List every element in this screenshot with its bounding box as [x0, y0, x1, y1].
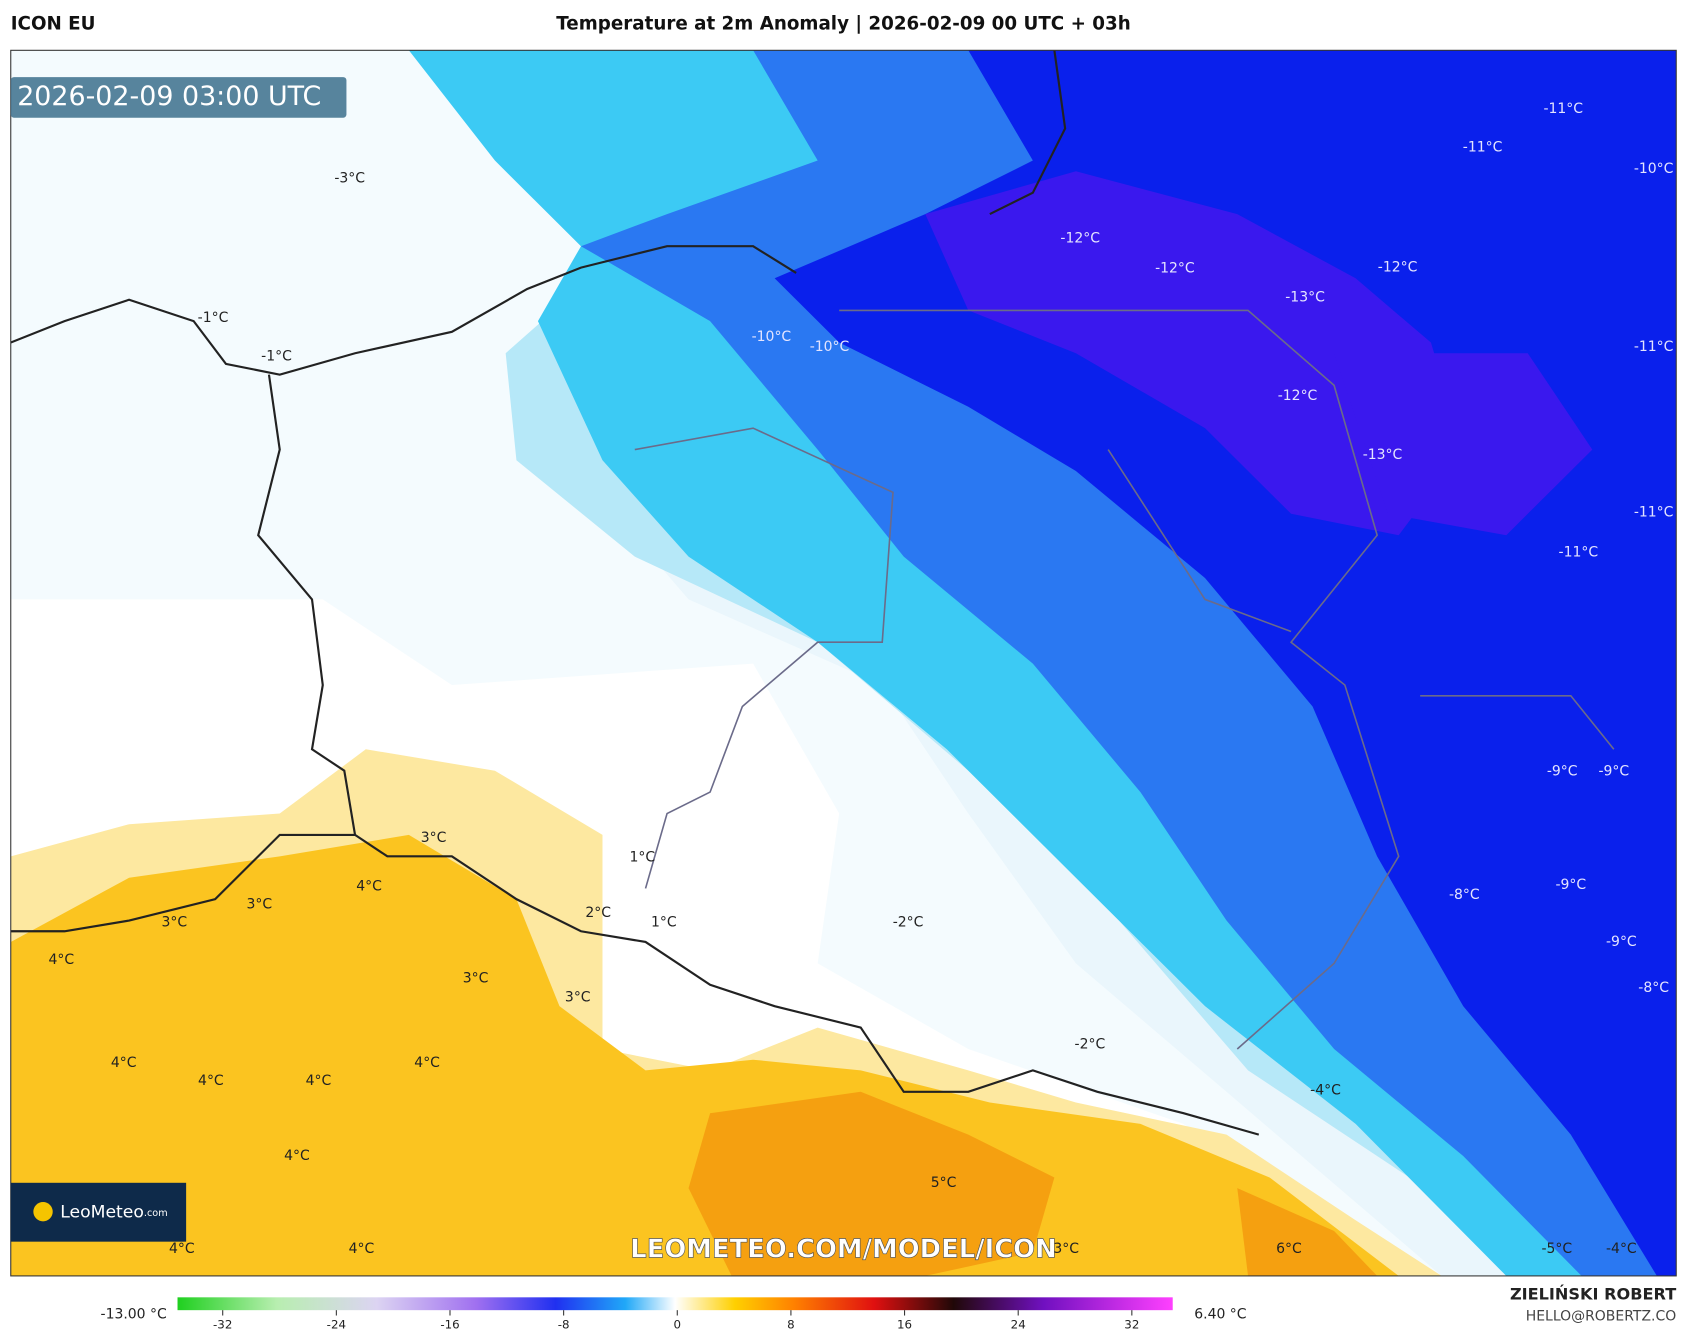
colorbar — [177, 1297, 1173, 1311]
temperature-label: 3°C — [565, 990, 591, 1006]
temperature-label: 1°C — [651, 915, 677, 931]
email: HELLO@ROBERTZ.CO — [1526, 1309, 1677, 1325]
temperature-label: -9°C — [1547, 764, 1578, 780]
temperature-label: -4°C — [1606, 1241, 1637, 1257]
map-frame — [10, 49, 1677, 1277]
temperature-label: -10°C — [1634, 161, 1674, 177]
logo: LeoMeteo.com — [60, 1203, 167, 1223]
colorbar-tick-label: 16 — [897, 1318, 912, 1332]
borders — [10, 50, 1260, 1136]
temperature-label: -9°C — [1555, 877, 1586, 893]
temperature-label: 4°C — [306, 1073, 332, 1089]
temperature-label: -12°C — [1378, 260, 1418, 276]
temperature-label: -11°C — [1463, 140, 1503, 156]
temperature-label: -11°C — [1634, 339, 1674, 355]
warmest-region — [688, 1091, 1055, 1276]
author: ZIELIŃSKI ROBERT — [1510, 1285, 1676, 1304]
warmer-region — [10, 834, 1399, 1276]
min-value: -13.00 °C — [101, 1306, 167, 1322]
temperature-label: -11°C — [1634, 505, 1674, 521]
temperature-label: -12°C — [1155, 261, 1195, 277]
logo-sun — [33, 1202, 53, 1222]
temperature-label: -12°C — [1060, 231, 1100, 247]
temperature-label: -10°C — [810, 339, 850, 355]
map-title: Temperature at 2m Anomaly | 2026-02-09 0… — [556, 14, 1130, 35]
colorbar-tick-label: 8 — [787, 1318, 795, 1332]
temperature-label: -8°C — [1638, 980, 1669, 996]
temperature-label: -3°C — [334, 171, 365, 187]
temperature-label: -2°C — [1075, 1037, 1106, 1053]
temperature-label: -1°C — [198, 310, 229, 326]
extreme-cold-region — [1334, 353, 1593, 536]
colorbar-tick-label: -16 — [440, 1318, 459, 1332]
temperature-label: 5°C — [931, 1175, 957, 1191]
colorbar-tick-label: 32 — [1124, 1318, 1139, 1332]
colorbar-tick-label: 0 — [674, 1318, 682, 1332]
max-value: 6.40 °C — [1194, 1306, 1246, 1322]
temperature-label: -8°C — [1449, 887, 1480, 903]
timestamp: 2026-02-09 03:00 UTC — [17, 81, 321, 112]
extreme-cold-region — [925, 171, 1464, 536]
temperature-label: 4°C — [284, 1148, 310, 1164]
temperature-label: 4°C — [349, 1241, 375, 1257]
logo-name: LeoMeteo — [60, 1203, 144, 1223]
temperature-label: 3°C — [161, 915, 187, 931]
internal-borders — [634, 309, 1615, 1050]
model-name: ICON EU — [11, 14, 96, 35]
colorbar-tick-label: 24 — [1011, 1318, 1026, 1332]
colorbar-tick-label: -32 — [213, 1318, 232, 1332]
timestamp-box — [10, 77, 347, 118]
temperature-label: 3°C — [463, 970, 489, 986]
temperature-label: 4°C — [169, 1241, 195, 1257]
temperature-label: 1°C — [629, 849, 655, 865]
temperature-label: 6°C — [1276, 1241, 1302, 1257]
temperature-label: -11°C — [1543, 101, 1583, 117]
temperature-label: -13°C — [1363, 447, 1403, 463]
temperature-label: -4°C — [1310, 1083, 1341, 1099]
temperature-label: -13°C — [1285, 290, 1325, 306]
temperature-label: 3°C — [421, 830, 447, 846]
temperature-label: -9°C — [1606, 934, 1637, 950]
temperature-label: 3°C — [246, 897, 272, 913]
temperature-label: -10°C — [752, 329, 792, 345]
temperature-label: -12°C — [1278, 388, 1318, 404]
temperature-label: 2°C — [585, 905, 611, 921]
temperature-label: 3°C — [1053, 1241, 1079, 1257]
temperature-label: 4°C — [198, 1073, 224, 1089]
temperature-label: -9°C — [1598, 764, 1629, 780]
logo-domain: .com — [144, 1208, 168, 1219]
temperature-label: 4°C — [356, 878, 382, 894]
temperature-label: 4°C — [49, 952, 75, 968]
colorbar-tick-label: -8 — [558, 1318, 570, 1332]
warmest-region — [1237, 1188, 1378, 1276]
temperature-label: -5°C — [1541, 1241, 1572, 1257]
temperature-label: 4°C — [111, 1055, 137, 1071]
colorbar-tick-label: -24 — [327, 1318, 346, 1332]
temperature-label: -11°C — [1559, 544, 1599, 560]
watermark: LEOMETEO.COM/MODEL/ICON — [630, 1235, 1056, 1265]
temperature-label: -2°C — [893, 915, 924, 931]
map-area — [10, 50, 1677, 1276]
temperature-label: -1°C — [261, 348, 292, 364]
temperature-label: 4°C — [414, 1055, 440, 1071]
